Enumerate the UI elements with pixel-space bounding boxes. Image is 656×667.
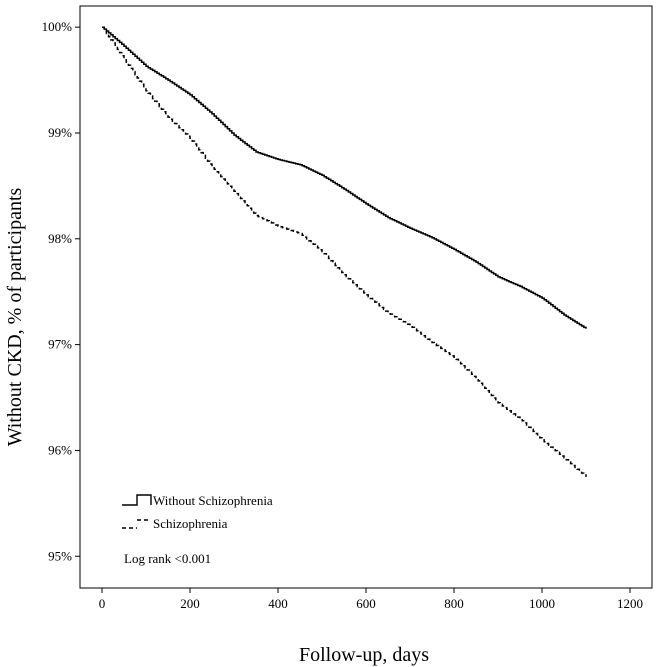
log-rank-annotation: Log rank <0.001 [124,551,211,566]
legend: Without Schizophrenia Schizophrenia [122,493,273,531]
y-tick-label: 96% [48,442,72,457]
x-axis-label: Follow-up, days [299,644,429,666]
x-tick-label: 200 [180,596,200,611]
y-tick-label: 100% [42,19,73,34]
y-axis-label: Without CKD, % of participants [4,187,26,446]
x-tick-label: 1200 [617,596,643,611]
y-tick-label: 98% [48,231,72,246]
y-tick-label: 97% [48,337,72,352]
x-tick-label: 400 [268,596,288,611]
legend-line-schizophrenia [122,519,151,529]
series-line-schizophrenia [102,26,587,477]
x-tick-label: 0 [99,596,106,611]
series-layer [102,26,587,477]
legend-label-schizophrenia: Schizophrenia [153,516,228,531]
x-tick-label: 800 [444,596,464,611]
chart-axes: 0 200 400 600 800 1000 1200 95% 96% 97% 98% 99% 100% [42,5,653,611]
y-tick-label: 99% [48,125,72,140]
series-line-without-schizophrenia [102,26,587,329]
y-tick-label: 95% [48,548,72,563]
legend-label-without-schizophrenia: Without Schizophrenia [153,493,273,508]
x-tick-label: 1000 [529,596,555,611]
x-tick-label: 600 [356,596,376,611]
legend-line-without-schizophrenia [122,494,152,506]
